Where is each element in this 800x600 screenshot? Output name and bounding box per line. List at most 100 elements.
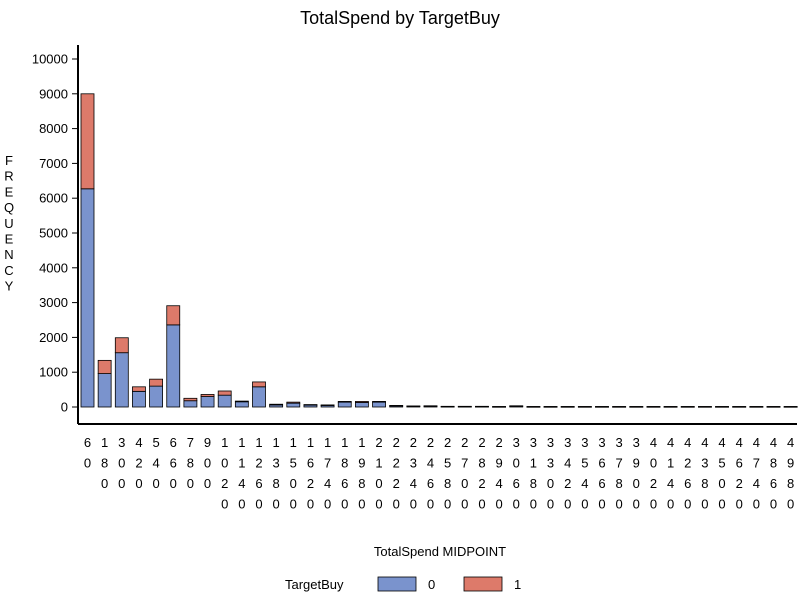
svg-text:6: 6 [770, 476, 777, 491]
bar-segment-1 [200, 394, 215, 397]
svg-text:3: 3 [633, 435, 640, 450]
x-tick-label: 2 7 0 0 [461, 435, 468, 512]
x-tick-label: 2 8 2 0 [478, 435, 485, 512]
y-tick-label: 3000 [39, 295, 68, 310]
bar-segment-1 [80, 93, 95, 190]
x-axis-label: TotalSpend MIDPOINT [374, 544, 506, 559]
svg-text:4: 4 [564, 456, 571, 471]
y-axis-label-letter: R [4, 169, 13, 184]
x-tick-label: 3 9 0 0 [633, 435, 640, 512]
svg-text:8: 8 [101, 456, 108, 471]
svg-text:7: 7 [187, 435, 194, 450]
svg-text:0: 0 [461, 476, 468, 491]
y-tick-label: 7000 [39, 156, 68, 171]
bar-segment-1 [526, 406, 541, 408]
svg-text:8: 8 [787, 476, 794, 491]
svg-text:0: 0 [495, 497, 502, 512]
bar-segment-1 [320, 404, 335, 406]
svg-text:0: 0 [204, 456, 211, 471]
svg-text:0: 0 [701, 497, 708, 512]
x-tick-label: 1 1 4 0 [238, 435, 245, 512]
bar-segment-0 [114, 352, 129, 408]
svg-text:0: 0 [650, 497, 657, 512]
svg-text:2: 2 [444, 435, 451, 450]
svg-text:0: 0 [307, 497, 314, 512]
svg-text:1: 1 [307, 435, 314, 450]
svg-text:4: 4 [701, 435, 708, 450]
svg-text:4: 4 [324, 476, 331, 491]
x-tick-label: 2 4 6 0 [427, 435, 434, 512]
x-tick-label: 4 2 0 [135, 435, 142, 491]
svg-text:0: 0 [238, 497, 245, 512]
svg-text:1: 1 [341, 435, 348, 450]
svg-text:4: 4 [718, 435, 725, 450]
bar-segment-1 [252, 381, 266, 388]
bar-segment-0 [97, 373, 112, 408]
y-axis-label-letter: E [5, 232, 14, 247]
svg-text:8: 8 [770, 456, 777, 471]
x-tick-label: 4 9 8 0 [787, 435, 794, 512]
svg-text:6: 6 [427, 476, 434, 491]
svg-text:0: 0 [341, 497, 348, 512]
x-tick-label: 7 8 0 [187, 435, 194, 491]
x-tick-label: 3 5 4 0 [581, 435, 588, 512]
bar-segment-1 [149, 378, 164, 387]
y-axis-label-letter: C [4, 263, 13, 278]
svg-text:6: 6 [255, 476, 262, 491]
bar-segment-0 [132, 390, 146, 408]
bar-segment-1 [303, 404, 318, 406]
svg-text:0: 0 [375, 497, 382, 512]
svg-text:0: 0 [598, 497, 605, 512]
svg-text:2: 2 [135, 456, 142, 471]
svg-text:6: 6 [84, 435, 91, 450]
svg-text:0: 0 [478, 497, 485, 512]
x-tick-label: 2 5 8 0 [444, 435, 451, 512]
y-axis-ticks: 0 1000 2000 3000 4000 5000 6000 7000 8000 9000 100… [32, 52, 78, 415]
svg-text:2: 2 [307, 476, 314, 491]
svg-text:0: 0 [633, 497, 640, 512]
svg-text:3: 3 [564, 435, 571, 450]
x-tick-label: 1 0 2 0 [221, 435, 228, 512]
svg-text:6: 6 [684, 476, 691, 491]
y-tick-label: 6000 [39, 191, 68, 206]
svg-text:0: 0 [84, 456, 91, 471]
svg-text:2: 2 [393, 476, 400, 491]
bar-segment-1 [457, 405, 472, 408]
svg-text:4: 4 [667, 435, 674, 450]
bar-segment-1 [372, 401, 386, 403]
bar-segment-0 [80, 188, 95, 408]
y-tick-label: 2000 [39, 330, 68, 345]
svg-text:7: 7 [324, 456, 331, 471]
svg-text:1: 1 [101, 435, 108, 450]
svg-text:0: 0 [547, 476, 554, 491]
svg-text:5: 5 [152, 435, 159, 450]
bar-segment-1 [577, 406, 592, 408]
bar-segment-0 [149, 385, 164, 408]
x-tick-label: 3 1 8 0 [530, 435, 537, 512]
svg-text:4: 4 [427, 456, 434, 471]
y-axis-label-letter: F [5, 153, 13, 168]
svg-text:2: 2 [221, 476, 228, 491]
svg-text:0: 0 [513, 456, 520, 471]
x-tick-label: 4 6 2 0 [736, 435, 743, 512]
svg-text:2: 2 [255, 456, 262, 471]
svg-text:0: 0 [547, 497, 554, 512]
svg-text:8: 8 [444, 476, 451, 491]
svg-text:1: 1 [667, 456, 674, 471]
bar-segment-1 [389, 405, 404, 407]
svg-text:3: 3 [513, 435, 520, 450]
svg-text:6: 6 [736, 456, 743, 471]
x-tick-label: 4 5 0 0 [718, 435, 725, 512]
svg-text:0: 0 [684, 497, 691, 512]
x-tick-label: 6 6 0 [170, 435, 177, 491]
svg-text:1: 1 [238, 456, 245, 471]
svg-text:8: 8 [187, 456, 194, 471]
svg-text:3: 3 [530, 435, 537, 450]
bar-segment-1 [354, 401, 369, 403]
svg-text:6: 6 [598, 456, 605, 471]
svg-text:0: 0 [427, 497, 434, 512]
svg-text:4: 4 [581, 476, 588, 491]
